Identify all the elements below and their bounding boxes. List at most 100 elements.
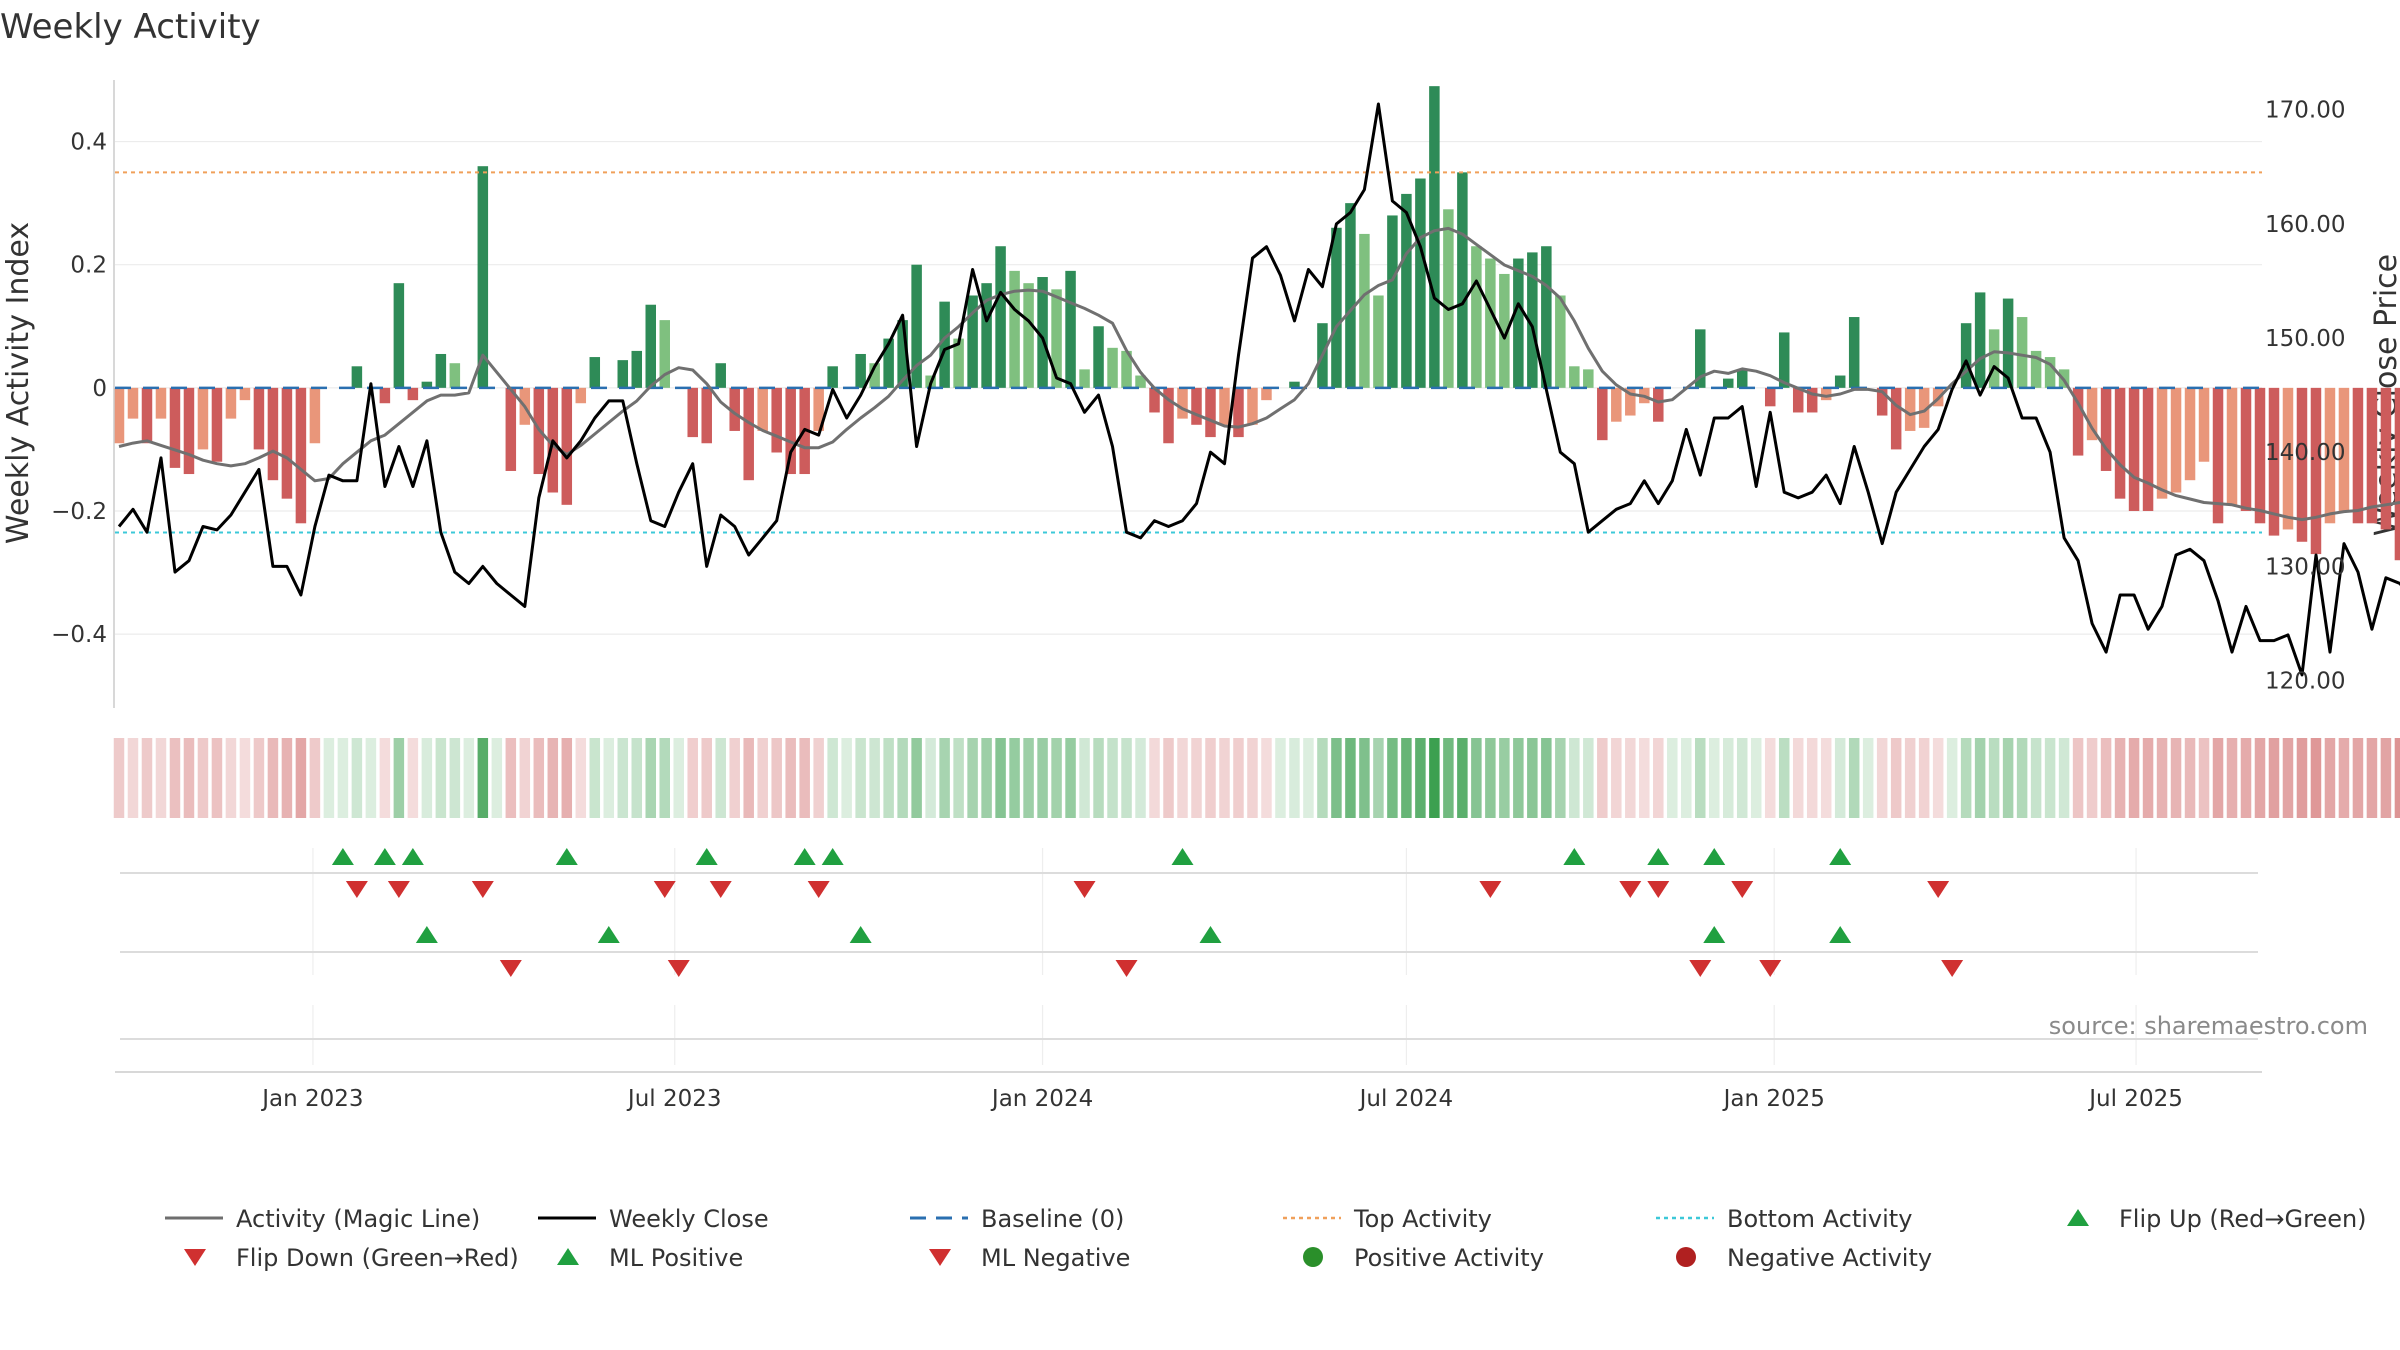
flip-up-marker — [401, 848, 424, 865]
heat-cell — [1093, 738, 1104, 818]
activity-heat-strip — [113, 738, 2400, 818]
activity-bar — [1261, 387, 1272, 401]
activity-bar — [827, 366, 838, 388]
legend-item: Negative Activity — [1676, 1244, 1932, 1272]
legend-item: ML Positive — [557, 1244, 743, 1272]
activity-bar — [2072, 387, 2084, 456]
activity-bar — [2310, 387, 2322, 555]
heat-cell — [1820, 738, 1832, 818]
legend-label: Negative Activity — [1727, 1244, 1932, 1272]
flip-up-marker — [793, 848, 816, 865]
heat-cell — [1471, 738, 1482, 818]
heat-cell — [2128, 738, 2140, 818]
legend-swatch-up-icon — [2067, 1209, 2089, 1226]
heat-cell — [1135, 738, 1146, 818]
y-axis-left-label: Weekly Activity Index — [1, 222, 36, 544]
heat-cell — [2394, 738, 2400, 818]
heat-cell — [435, 738, 447, 818]
activity-bar — [435, 353, 447, 388]
heat-cell — [1848, 738, 1860, 818]
signal-markers — [331, 848, 1964, 977]
activity-bar — [1079, 369, 1090, 388]
activity-bar — [351, 366, 363, 388]
heat-cell — [2226, 738, 2238, 818]
heat-cell — [897, 738, 908, 818]
legend-label: Weekly Close — [609, 1205, 769, 1233]
heat-cell — [2030, 738, 2042, 818]
activity-bar — [281, 387, 293, 499]
heat-cell — [2114, 738, 2126, 818]
legend-swatch-circle — [1303, 1247, 1323, 1267]
legend-swatch-down-icon — [929, 1249, 951, 1266]
y-left-tick-label: 0 — [92, 376, 107, 402]
activity-bar — [1401, 193, 1412, 388]
heat-cell — [1597, 738, 1608, 818]
heat-cell — [729, 738, 740, 818]
legend-item: Baseline (0) — [910, 1205, 1124, 1233]
activity-bar — [729, 387, 740, 431]
legend-label: Flip Down (Green→Red) — [236, 1244, 519, 1272]
legend-item: Positive Activity — [1303, 1244, 1544, 1272]
activity-bar — [1569, 366, 1580, 388]
x-tick-label: Jan 2024 — [990, 1086, 1093, 1112]
y-left-tick-label: −0.4 — [51, 622, 107, 648]
activity-bar — [1736, 369, 1748, 388]
flip-down-marker — [345, 881, 368, 898]
activity-bar — [1890, 387, 1902, 450]
activity-bar — [1009, 270, 1020, 388]
activity-bar — [1443, 209, 1454, 388]
flip-up-marker — [373, 848, 396, 865]
ml-negative-marker — [499, 960, 522, 977]
heat-cell — [1792, 738, 1804, 818]
ml-negative-marker — [1115, 960, 1138, 977]
heat-cell — [1499, 738, 1510, 818]
chart-title: Weekly Activity — [0, 7, 261, 47]
heat-cell — [1722, 738, 1734, 818]
grid — [115, 140, 2262, 1065]
activity-bar — [1988, 329, 2000, 388]
activity-bar — [2114, 387, 2126, 499]
heat-cell — [2058, 738, 2070, 818]
heat-cell — [169, 738, 181, 818]
heat-cell — [449, 738, 461, 818]
activity-bar — [449, 363, 461, 388]
heat-cell — [1331, 738, 1342, 818]
activity-bar — [2184, 387, 2196, 481]
heat-cell — [113, 738, 125, 818]
heat-cell — [1527, 738, 1538, 818]
heat-cell — [155, 738, 167, 818]
flip-up-marker — [1171, 848, 1194, 865]
heat-cell — [1051, 738, 1062, 818]
activity-bar — [1541, 246, 1552, 388]
activity-bar — [169, 387, 181, 468]
heat-cell — [1876, 738, 1888, 818]
activity-bar — [2170, 387, 2182, 493]
activity-bar — [379, 387, 391, 404]
heat-cell — [701, 738, 712, 818]
activity-bar — [141, 387, 153, 444]
activity-bar — [1792, 387, 1804, 413]
heat-cell — [519, 738, 531, 818]
legend-label: Top Activity — [1353, 1205, 1492, 1233]
source-note: source: sharemaestro.com — [2049, 1012, 2368, 1040]
ml-negative-marker — [1759, 960, 1782, 977]
heat-cell — [2310, 738, 2322, 818]
legend-item: Flip Up (Red→Green) — [2067, 1205, 2367, 1233]
heat-cell — [2240, 738, 2252, 818]
heat-cell — [1667, 738, 1678, 818]
legend-label: Flip Up (Red→Green) — [2119, 1205, 2367, 1233]
y-right-tick-label: 120.00 — [2265, 669, 2345, 695]
heat-cell — [1079, 738, 1090, 818]
x-tick-label: Jul 2023 — [626, 1086, 722, 1112]
heat-cell — [1009, 738, 1020, 818]
activity-bar — [1289, 381, 1300, 388]
legend-item: Flip Down (Green→Red) — [184, 1244, 519, 1272]
heat-cell — [981, 738, 992, 818]
activity-bar — [1653, 387, 1664, 422]
activity-bar — [1527, 252, 1538, 388]
heat-cell — [1583, 738, 1594, 818]
heat-cell — [1261, 738, 1272, 818]
activity-bar — [1625, 387, 1636, 416]
activity-bar — [225, 387, 237, 419]
heat-cell — [1513, 738, 1524, 818]
